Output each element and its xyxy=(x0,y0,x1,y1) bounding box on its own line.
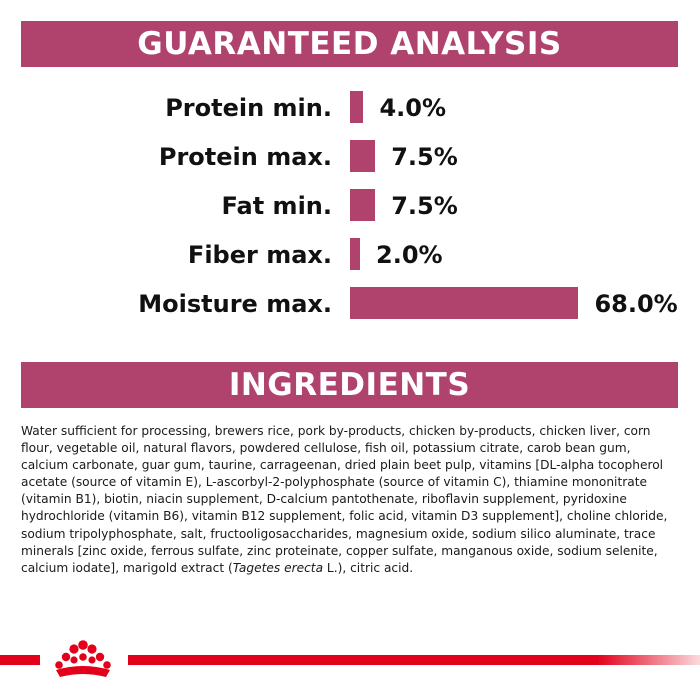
ingredients-text-main: Water sufficient for processing, brewers… xyxy=(21,424,668,575)
analysis-value: 7.5% xyxy=(391,143,458,171)
analysis-value: 4.0% xyxy=(379,94,446,122)
ingredients-text-end: L.), citric acid. xyxy=(323,560,414,575)
analysis-bar xyxy=(350,287,579,319)
analysis-row: Fat min. 7.5% xyxy=(0,188,700,224)
analysis-label: Fat min. xyxy=(221,192,332,220)
analysis-row: Protein max. 7.5% xyxy=(0,139,700,175)
analysis-row: Fiber max. 2.0% xyxy=(0,237,700,273)
ingredients-title: INGREDIENTS xyxy=(228,367,471,403)
analysis-label: Moisture max. xyxy=(138,290,332,318)
footer-line-right xyxy=(128,655,700,665)
footer-line-left xyxy=(0,655,40,665)
analysis-value: 2.0% xyxy=(376,241,443,269)
analysis-value: 7.5% xyxy=(391,192,458,220)
analysis-row: Moisture max. 68.0% xyxy=(0,286,700,322)
guaranteed-analysis-title: GUARANTEED ANALYSIS xyxy=(137,26,562,62)
crown-icon xyxy=(55,640,111,677)
ingredients-list: Water sufficient for processing, brewers… xyxy=(21,423,681,577)
guaranteed-analysis-header: GUARANTEED ANALYSIS xyxy=(21,21,678,67)
ingredients-text-italic: Tagetes erecta xyxy=(232,560,324,575)
analysis-bar xyxy=(350,238,360,270)
analysis-bar xyxy=(350,140,376,172)
analysis-label: Protein max. xyxy=(158,143,332,171)
analysis-bar xyxy=(350,189,376,221)
analysis-value: 68.0% xyxy=(594,290,678,318)
analysis-bar xyxy=(350,91,364,123)
analysis-row: Protein min. 4.0% xyxy=(0,90,700,126)
ingredients-header: INGREDIENTS xyxy=(21,362,678,408)
analysis-label: Fiber max. xyxy=(187,241,332,269)
analysis-label: Protein min. xyxy=(165,94,332,122)
